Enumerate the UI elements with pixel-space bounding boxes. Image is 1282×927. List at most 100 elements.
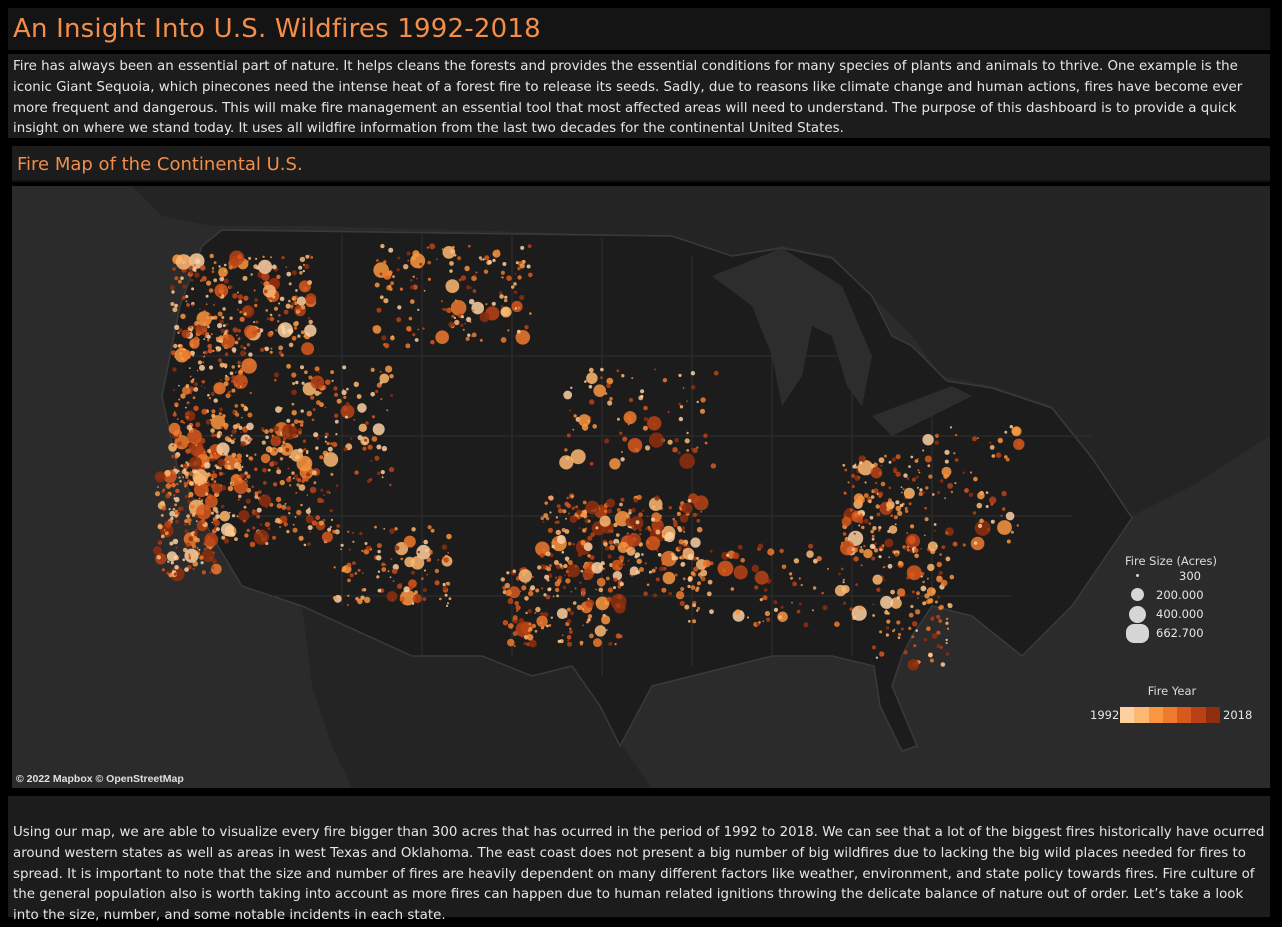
fire-point [302, 439, 307, 443]
fire-point [678, 539, 684, 545]
fire-point [292, 523, 295, 526]
fire-point [576, 509, 582, 515]
fire-point [573, 414, 577, 418]
fire-point [627, 559, 630, 562]
fire-point [949, 426, 953, 429]
fire-point [415, 277, 418, 280]
fire-point [834, 621, 840, 627]
fire-point [227, 460, 230, 463]
fire-point [329, 442, 333, 445]
map-attribution[interactable]: © 2022 Mapbox © OpenStreetMap [16, 773, 184, 785]
fire-point [177, 331, 180, 334]
map-canvas[interactable] [12, 186, 1270, 788]
fire-point [600, 376, 603, 380]
fire-point [566, 618, 572, 624]
fire-point [265, 435, 269, 440]
fire-point [293, 474, 299, 479]
fire-point [231, 388, 236, 393]
fire-point [269, 350, 273, 354]
fire-point [677, 451, 681, 455]
fire-point [218, 335, 224, 341]
ramp-swatch [1120, 707, 1135, 723]
fire-point [539, 612, 542, 615]
fire-point [908, 465, 911, 468]
fire-point [872, 614, 875, 617]
fire-point [340, 404, 355, 419]
fire-point [926, 626, 931, 631]
fire-point [326, 441, 330, 446]
fire-point [913, 644, 917, 648]
fire-point [704, 441, 708, 445]
fire-point [412, 275, 415, 278]
fire-point [284, 503, 287, 505]
fire-map[interactable]: © 2022 Mapbox © OpenStreetMap Fire Size … [12, 186, 1270, 788]
fire-point [618, 546, 622, 549]
fire-point [207, 343, 213, 349]
fire-point [878, 555, 881, 558]
fire-point [604, 509, 607, 513]
fire-point [390, 394, 394, 397]
fire-point [925, 486, 929, 490]
fire-point [426, 246, 430, 249]
fire-point [931, 633, 938, 639]
fire-point [566, 564, 580, 578]
fire-point [255, 320, 259, 324]
fire-point [304, 324, 317, 337]
fire-point [292, 382, 296, 385]
fire-point [196, 547, 199, 550]
fire-point [264, 346, 270, 352]
fire-point [416, 544, 431, 560]
fire-point [213, 278, 218, 283]
fire-point [483, 269, 489, 274]
fire-point [189, 375, 192, 378]
fire-point [171, 290, 175, 294]
fire-point [372, 325, 378, 331]
fire-point [381, 567, 387, 572]
fire-point [941, 466, 952, 477]
fire-point [677, 545, 683, 550]
fire-point [661, 559, 663, 562]
fire-point [693, 556, 698, 561]
fire-point [333, 386, 338, 391]
fire-point [566, 433, 571, 438]
fire-point [614, 643, 617, 646]
fire-point [216, 442, 230, 456]
mexico-land [302, 606, 652, 788]
fire-point [224, 426, 228, 430]
fire-point [231, 365, 235, 369]
fire-point [162, 488, 166, 491]
fire-point [356, 394, 362, 399]
fire-point [885, 633, 890, 637]
fire-point [487, 259, 493, 265]
fire-point [298, 535, 304, 541]
fire-point [216, 349, 219, 352]
fire-point [403, 264, 409, 270]
fire-point [773, 600, 778, 605]
fire-point [526, 634, 534, 641]
fire-point [271, 434, 274, 437]
fire-point [307, 280, 313, 285]
fire-point [601, 615, 611, 625]
fire-point [902, 488, 905, 491]
fire-point [675, 591, 685, 600]
fire-point [501, 276, 504, 279]
fire-point [191, 287, 195, 291]
fire-point [270, 256, 272, 259]
fire-point [208, 365, 214, 370]
fire-point [387, 570, 390, 573]
fire-point [506, 275, 512, 281]
fire-point [887, 530, 891, 533]
fire-point [160, 534, 165, 539]
fire-point [852, 464, 857, 469]
fire-point [636, 558, 642, 564]
size-label: 662.700 [1156, 626, 1204, 640]
fire-point [430, 551, 433, 555]
fire-point [641, 553, 644, 556]
fire-point [351, 531, 355, 535]
fire-point [205, 492, 209, 496]
fire-point [185, 294, 189, 299]
fire-point [864, 481, 867, 484]
fire-point [172, 389, 176, 392]
fire-point [826, 567, 829, 570]
fire-point [933, 529, 936, 532]
